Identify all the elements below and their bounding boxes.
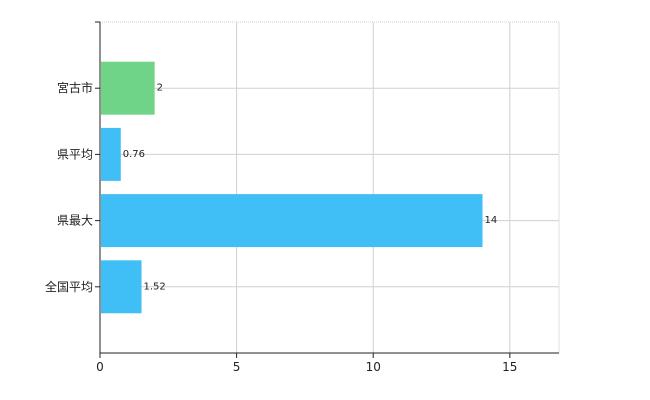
bar xyxy=(101,61,155,115)
x-tick-label: 5 xyxy=(233,360,241,374)
category-label: 全国平均 xyxy=(45,279,93,294)
data-label: 2 xyxy=(157,83,163,94)
x-tick-label: 10 xyxy=(366,360,381,374)
x-tick-label: 0 xyxy=(96,360,104,374)
x-tick-label: 15 xyxy=(502,360,517,374)
grid xyxy=(100,21,560,353)
labels: 宮古市 2 県平均 0.76 県最大 14 全国平均 1.52 0 5 10 15 xyxy=(45,80,517,374)
category-label: 宮古市 xyxy=(57,80,93,95)
bar xyxy=(101,194,483,248)
bars xyxy=(101,61,483,314)
axes xyxy=(95,21,559,354)
category-label: 県最大 xyxy=(57,214,93,228)
category-label: 県平均 xyxy=(57,147,93,161)
data-label: 14 xyxy=(485,215,498,226)
ticks xyxy=(95,87,511,358)
data-label: 1.52 xyxy=(144,281,166,292)
bar xyxy=(101,127,121,181)
bar xyxy=(101,260,142,314)
data-label: 0.76 xyxy=(123,149,145,160)
